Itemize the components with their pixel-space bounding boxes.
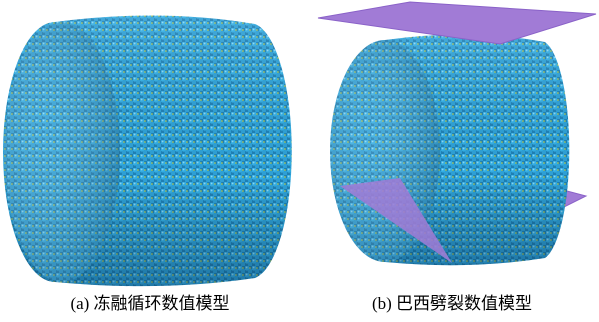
panel-a: (a) 冻融循环数值模型: [3, 15, 292, 313]
top-plate: [318, 2, 596, 44]
caption: (b) 巴西劈裂数值模型: [372, 294, 532, 313]
page: (a) 冻融循环数值模型 (b) 巴西劈裂数值模型 (() => { const…: [0, 0, 599, 322]
figure: (a) 冻融循环数值模型 (b) 巴西劈裂数值模型: [0, 0, 599, 322]
panel-b: (b) 巴西劈裂数值模型: [318, 2, 596, 313]
caption: (a) 冻融循环数值模型: [70, 294, 229, 313]
face-shade: [4, 22, 120, 282]
